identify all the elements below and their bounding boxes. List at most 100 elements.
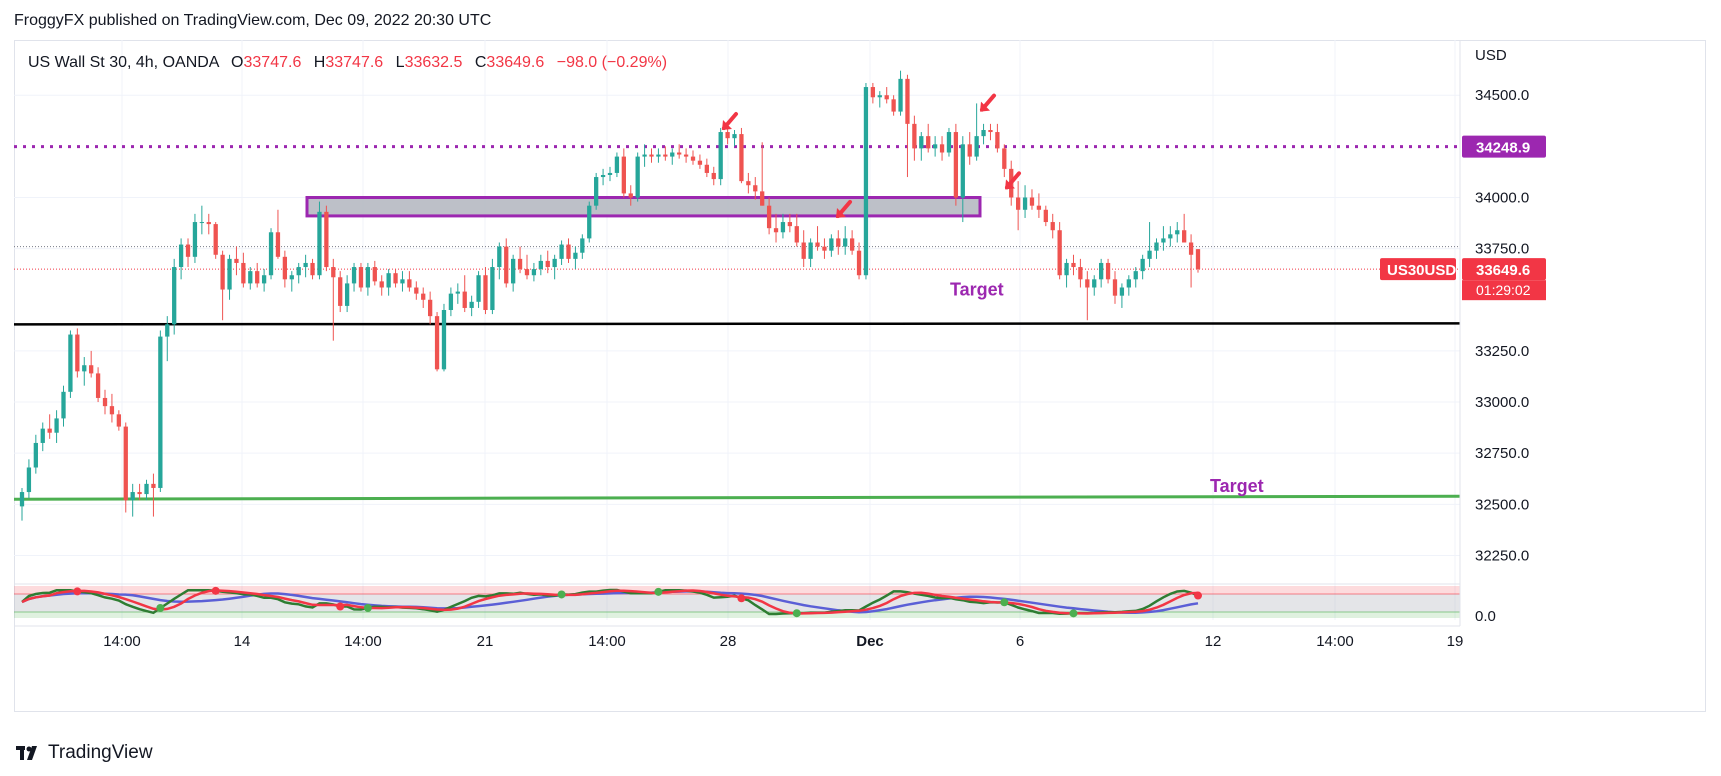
y-tick-label: 34500.0 [1475, 87, 1529, 104]
candle-body [1147, 250, 1152, 259]
candle-body [773, 228, 779, 233]
legend-low-value: 33632.5 [404, 54, 463, 71]
candle-body [580, 238, 585, 253]
candle-body [504, 246, 509, 284]
legend-high-value: 33747.6 [325, 54, 384, 71]
osc-zero-label: 0.0 [1475, 608, 1496, 625]
x-tick-label: 14:00 [588, 633, 626, 650]
candle-body [400, 279, 405, 284]
candle-body [1015, 197, 1021, 210]
candle-body [746, 181, 751, 186]
candle-body [594, 177, 599, 206]
chart-frame[interactable] [14, 40, 1706, 712]
y-tick-label: 33250.0 [1475, 343, 1529, 360]
candle-body [663, 154, 668, 157]
y-tick-label: 33750.0 [1475, 241, 1529, 258]
candle-body [642, 154, 647, 157]
target-label: Target [1210, 476, 1264, 496]
candle-body [407, 279, 412, 288]
candle-body [877, 95, 882, 98]
candle-body [995, 132, 1000, 149]
candle-body [946, 132, 952, 153]
candle-body [822, 246, 827, 251]
candle-body [1140, 258, 1145, 272]
candle-body [421, 293, 426, 300]
axes: 34500.0 34000.0 33750.0 33250.0 33000.0 32750… [14, 40, 1529, 650]
candle-body [919, 136, 924, 149]
candle-body [261, 275, 267, 284]
osc-cross-dot [792, 609, 801, 618]
brand-label: TradingView [48, 742, 153, 763]
candle-body [234, 258, 239, 263]
candle-body [82, 365, 87, 372]
candle-body [414, 287, 419, 294]
candle-body [1085, 279, 1090, 288]
candle-body [801, 242, 806, 259]
x-tick-label: 12 [1205, 633, 1222, 650]
legend-close-value: 33649.6 [486, 54, 545, 71]
last-price-tag-bg [1462, 258, 1546, 281]
candle-body [75, 334, 80, 372]
candle-body [365, 267, 371, 288]
tradingview-brand[interactable]: TradingView [16, 742, 153, 764]
candle-body [1099, 262, 1104, 280]
candle-body [988, 130, 993, 133]
y-tick-label: 33000.0 [1475, 394, 1529, 411]
currency-label: USD [1475, 47, 1507, 64]
x-tick-label: 19 [1447, 633, 1464, 650]
candle-body [289, 275, 294, 280]
last-price-tag-countdown: 01:29:02 [1476, 282, 1531, 298]
candle-body [912, 123, 917, 149]
resistance-price-tag-bg [1462, 135, 1546, 158]
candle-body [587, 205, 592, 239]
osc-cross-dot [737, 594, 746, 603]
candle-body [697, 160, 703, 165]
candle-body [109, 406, 115, 415]
arrow-head [836, 207, 846, 218]
candle-body [891, 99, 896, 112]
support-black-line [13, 322, 1461, 326]
last-price-tag-text: 33649.6 [1476, 262, 1530, 279]
legend-close-label: C [474, 54, 487, 71]
candle-body [967, 144, 972, 157]
candle-body [26, 467, 32, 493]
last-price-tag-countdown-bg [1462, 280, 1546, 301]
tradingview-logo-icon [16, 746, 37, 760]
osc-signal-line [21, 590, 1199, 614]
candle-body [393, 273, 398, 284]
candle-body [524, 269, 530, 276]
candle-body [331, 267, 336, 278]
candle-body [95, 373, 101, 398]
publisher-line: FroggyFX published on TradingView.com, D… [14, 12, 492, 29]
osc-cross-dot [363, 603, 372, 612]
candle-body [476, 275, 481, 302]
candle-body [760, 191, 765, 206]
candle-body [863, 87, 869, 276]
candle-body [559, 244, 564, 259]
candle-body [1175, 230, 1180, 235]
osc-cross-dot [1000, 598, 1009, 607]
candle-body [144, 483, 149, 495]
y-tick-label: 32250.0 [1475, 547, 1529, 564]
candle-body [1043, 209, 1048, 223]
candle-body [54, 418, 59, 433]
candle-body [33, 442, 38, 468]
osc-cross-dot [73, 587, 82, 596]
osc-overbought-band [14, 586, 1460, 594]
candle-body [490, 267, 495, 310]
candle-body [1050, 222, 1055, 231]
candle-body [981, 130, 986, 137]
candle-body [1105, 262, 1111, 280]
candle-body [220, 254, 225, 290]
candle-body [102, 397, 108, 407]
candle-body [434, 316, 440, 370]
candle-body [40, 428, 45, 443]
candle-body [303, 262, 308, 268]
candle-body [732, 134, 737, 139]
candle-body [1002, 148, 1007, 169]
legend-open-label: O [231, 54, 244, 71]
osc-oversold-band [14, 612, 1460, 618]
candle-body [787, 222, 793, 227]
candle-body [61, 391, 66, 419]
